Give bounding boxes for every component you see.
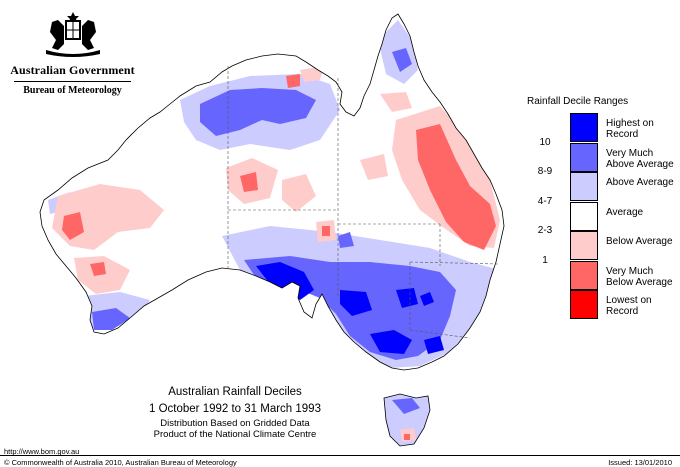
legend-swatch <box>570 201 598 231</box>
legend-swatch <box>570 260 598 290</box>
legend-row: Highest on Record <box>527 113 677 143</box>
map-note-line1: Distribution Based on Gridded Data <box>160 418 310 429</box>
footer-url-link[interactable]: http://www.bom.gov.au <box>4 447 80 456</box>
legend-label: Lowest on Record <box>606 295 652 317</box>
legend-tick: 10 <box>539 136 551 148</box>
map-titles: Australian Rainfall Deciles 1 October 19… <box>100 386 370 440</box>
legend-swatch <box>570 172 598 201</box>
legend-label: Highest on Record <box>606 118 654 140</box>
legend-label: Very Much Above Average <box>606 147 674 170</box>
map-note-line2: Product of the National Climate Centre <box>153 429 317 440</box>
legend-label: Above Average <box>606 177 674 188</box>
legend-label: Average <box>606 206 644 218</box>
government-logo: Australian Government Bureau of Meteorol… <box>10 10 135 96</box>
footer-divider <box>0 455 680 456</box>
map-title: Australian Rainfall Deciles <box>168 386 302 398</box>
legend-swatch <box>570 113 598 142</box>
legend-row: 8-9 Above Average <box>527 166 677 202</box>
legend-row: 10 Very Much Above Average <box>527 137 677 173</box>
legend-row: 4-7 Average <box>527 196 677 232</box>
legend-row: 1 Very Much Below Average <box>527 255 677 291</box>
legend-label: Very Much Below Average <box>606 265 673 288</box>
legend: Highest on Record 10 Very Much Above Ave… <box>527 113 677 320</box>
bureau-name: Bureau of Meteorology <box>23 85 122 96</box>
legend-tick: 4-7 <box>537 195 553 207</box>
footer-issued-date: Issued: 13/01/2010 <box>608 458 672 467</box>
legend-tick: 2-3 <box>537 225 553 236</box>
legend-tick: 1 <box>542 254 548 266</box>
legend-swatch <box>570 142 598 172</box>
legend-swatch <box>570 290 598 319</box>
legend-label: Below Average <box>606 236 673 247</box>
legend-row: Lowest on Record <box>527 290 677 320</box>
coat-of-arms-icon <box>45 12 100 57</box>
legend-row: 2-3 Below Average <box>527 225 677 261</box>
government-name: Australian Government <box>10 63 135 77</box>
legend-swatch <box>570 231 598 260</box>
footer-copyright: © Commonwealth of Australia 2010, Austra… <box>4 458 237 467</box>
map-period: 1 October 1992 to 31 March 1993 <box>149 403 321 415</box>
legend-tick: 8-9 <box>537 166 553 177</box>
legend-title: Rainfall Decile Ranges <box>527 96 629 107</box>
logo-divider <box>14 81 131 82</box>
